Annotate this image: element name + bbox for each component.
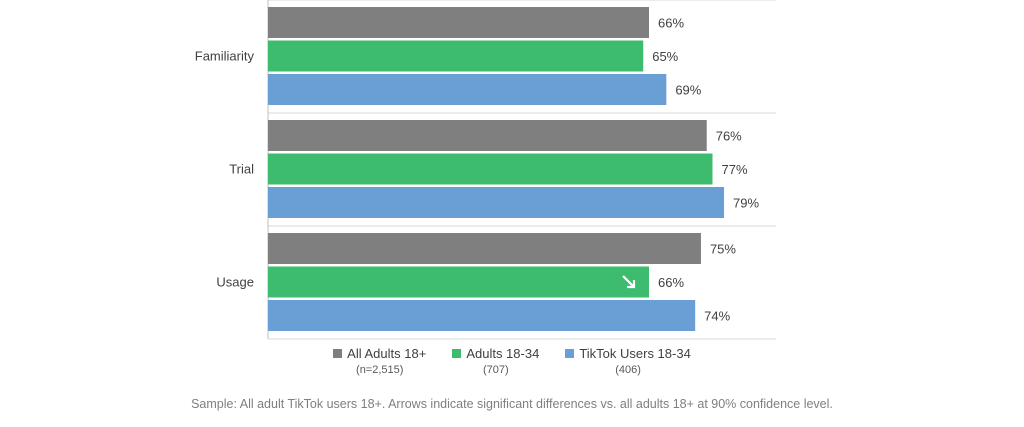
legend-sample-adults-18-34: (707)	[482, 364, 509, 376]
bar-familiarity-all-adults-18	[268, 7, 649, 38]
bar-trial-tiktok-users-18-34	[268, 187, 725, 218]
legend-label-all-adults: All Adults 18+	[347, 346, 427, 361]
legend-sample-tiktok-users: (406)	[615, 364, 641, 376]
bar-usage-tiktok-users-18-34	[268, 300, 696, 331]
legend-swatch-adults-18-34	[452, 349, 462, 358]
bar-trial-adults-18-34	[268, 153, 713, 185]
legend: All Adults 18+ (n=2,515) Adults 18-34 (7…	[0, 346, 1024, 376]
data-label-usage-all-adults-18: 75%	[710, 242, 736, 257]
legend-item-adults-18-34: Adults 18-34 (707)	[452, 346, 539, 376]
category-label-familiarity: Familiarity	[195, 49, 255, 64]
category-label-usage: Usage	[216, 275, 254, 290]
data-label-familiarity-adults-18-34: 65%	[652, 49, 678, 64]
legend-swatch-tiktok-users	[565, 349, 575, 358]
bar-usage-all-adults-18	[268, 233, 701, 264]
bar-familiarity-adults-18-34	[268, 40, 644, 72]
legend-item-all-adults: All Adults 18+ (n=2,515)	[333, 346, 426, 376]
bar-familiarity-tiktok-users-18-34	[268, 74, 667, 105]
data-label-familiarity-tiktok-users-18-34: 69%	[675, 83, 701, 98]
data-label-trial-adults-18-34: 77%	[722, 162, 748, 177]
data-label-trial-all-adults-18: 76%	[716, 129, 742, 144]
bar-usage-adults-18-34	[268, 266, 649, 298]
bar-chart: Familiarity 66% 65% 69% Trial 76% 77% 79% Usage 7…	[195, 0, 776, 340]
legend-label-tiktok-users: TikTok Users 18-34	[579, 346, 691, 361]
legend-label-adults-18-34: Adults 18-34	[466, 346, 540, 361]
footnote: Sample: All adult TikTok users 18+. Arro…	[191, 397, 833, 411]
bar-trial-all-adults-18	[268, 120, 707, 151]
significance-arrow-down-icon	[622, 275, 636, 289]
legend-sample-all-adults: (n=2,515)	[356, 364, 404, 376]
legend-item-tiktok-users: TikTok Users 18-34 (406)	[565, 346, 691, 376]
category-label-trial: Trial	[229, 162, 254, 177]
data-label-usage-tiktok-users-18-34: 74%	[704, 309, 730, 324]
data-label-usage-adults-18-34: 66%	[658, 275, 684, 290]
data-label-trial-tiktok-users-18-34: 79%	[733, 196, 759, 211]
legend-swatch-all-adults	[333, 349, 343, 358]
data-label-familiarity-all-adults-18: 66%	[658, 16, 684, 31]
